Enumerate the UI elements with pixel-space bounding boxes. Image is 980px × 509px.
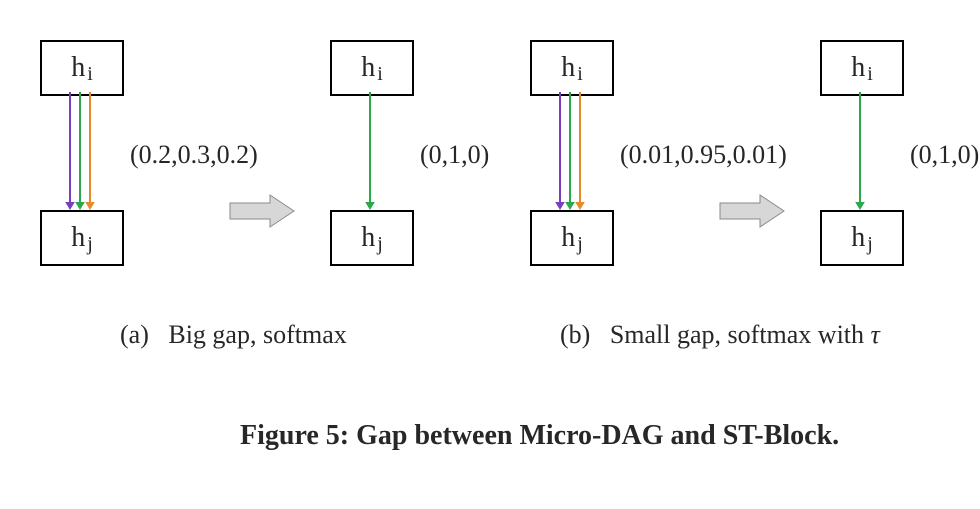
subcaption-text: Small gap, softmax with [610,320,871,349]
node-b-left-hi: hi [530,40,614,96]
node-subscript: j [577,234,583,254]
node-a-right-hj: hj [330,210,414,266]
node-b-left-hj: hj [530,210,614,266]
node-subscript: i [577,64,583,84]
subcaption-a: (a) Big gap, softmax [120,320,347,350]
node-a-right-hi: hi [330,40,414,96]
node-label: h [561,54,575,82]
node-label: h [71,224,85,252]
node-label: h [71,54,85,82]
weights-b-right: (0,1,0) [910,140,979,170]
subcaption-text: Big gap, softmax [168,320,346,349]
figure-canvas: { "figure": { "caption": "Figure 5: Gap … [0,0,980,509]
node-label: h [361,54,375,82]
weights-a-left: (0.2,0.3,0.2) [130,140,258,170]
node-label: h [561,224,575,252]
figure-caption: Figure 5: Gap between Micro-DAG and ST-B… [240,420,839,452]
node-b-right-hi: hi [820,40,904,96]
tau-symbol: τ [871,320,880,349]
node-subscript: j [87,234,93,254]
node-subscript: i [87,64,93,84]
node-a-left-hi: hi [40,40,124,96]
weights-b-left: (0.01,0.95,0.01) [620,140,787,170]
subcaption-prefix: (b) [560,320,590,349]
weights-a-right: (0,1,0) [420,140,489,170]
node-label: h [851,54,865,82]
node-a-left-hj: hj [40,210,124,266]
node-subscript: j [867,234,873,254]
node-label: h [851,224,865,252]
node-subscript: j [377,234,383,254]
node-subscript: i [867,64,873,84]
subcaption-prefix: (a) [120,320,149,349]
node-b-right-hj: hj [820,210,904,266]
subcaption-b: (b) Small gap, softmax with τ [560,320,880,350]
node-label: h [361,224,375,252]
node-subscript: i [377,64,383,84]
